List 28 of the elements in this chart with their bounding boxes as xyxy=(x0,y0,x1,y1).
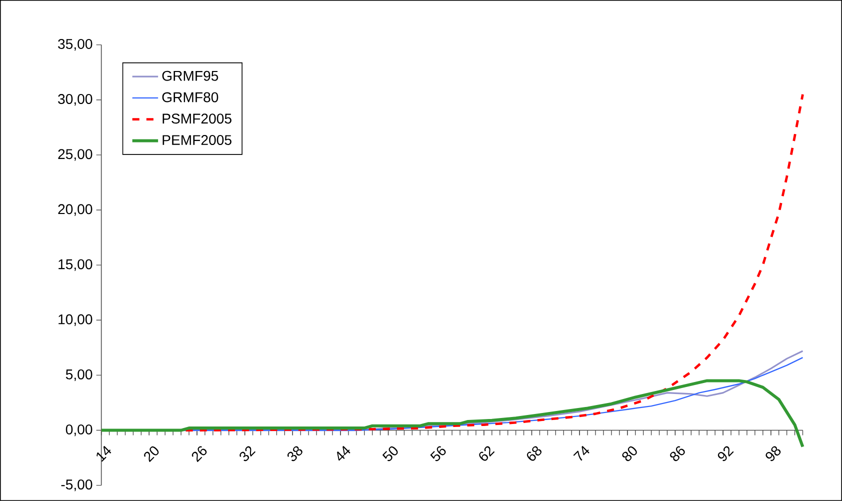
x-tick-label: 92 xyxy=(718,446,734,462)
y-tick-label: 5,00 xyxy=(66,369,92,382)
x-tick-label: 56 xyxy=(430,446,446,462)
y-tick-label: 35,00 xyxy=(58,39,92,51)
x-tick-label: 68 xyxy=(526,446,542,461)
legend-label: PSMF2005 xyxy=(162,114,232,124)
x-tick-label: 86 xyxy=(670,446,685,462)
legend-label: PEMF2005 xyxy=(162,135,232,146)
x-tick-label: 50 xyxy=(382,446,398,462)
y-tick-label: 15,00 xyxy=(58,259,92,271)
x-tick-label: 98 xyxy=(766,446,781,462)
legend-label: GRMF95 xyxy=(162,70,218,81)
y-tick-label: 20,00 xyxy=(58,204,92,216)
y-tick-label: 0,00 xyxy=(66,424,92,436)
x-tick-label: 32 xyxy=(240,446,256,462)
y-tick-label: 25,00 xyxy=(58,149,92,161)
x-tick-label: 20 xyxy=(144,446,159,462)
x-tick-label: 44 xyxy=(337,446,350,461)
x-tick-label: 26 xyxy=(192,446,207,462)
x-tick-label: 74 xyxy=(573,446,590,461)
x-tick-label: 62 xyxy=(479,446,495,461)
x-tick-label: 38 xyxy=(287,446,302,462)
legend-label: GRMF80 xyxy=(162,92,218,102)
y-tick-label: 30,00 xyxy=(58,94,92,106)
y-tick-label: 10,00 xyxy=(58,314,92,326)
y-tick-label: -5,00 xyxy=(61,480,92,492)
x-tick-label: 14 xyxy=(96,446,112,462)
x-tick-label: 80 xyxy=(622,446,637,462)
